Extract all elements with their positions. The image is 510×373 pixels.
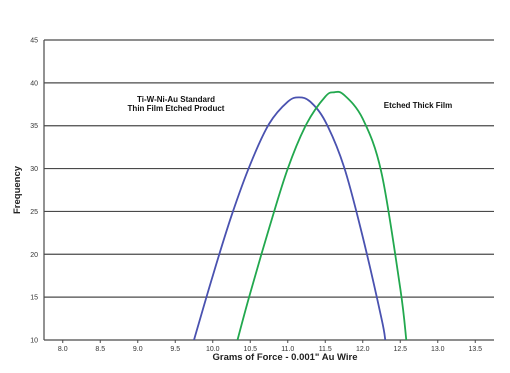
grid-layer xyxy=(43,39,494,343)
x-tick-label: 10.0 xyxy=(206,346,220,353)
y-tick-label: 35 xyxy=(30,123,38,130)
y-tick-label: 15 xyxy=(30,295,38,302)
thin-film-annotation-line: Ti-W-Ni-Au Standard xyxy=(137,95,215,104)
y-tick-label: 25 xyxy=(30,209,38,216)
y-axis-title: Frequency xyxy=(12,165,23,214)
y-tick-label: 20 xyxy=(30,252,38,259)
x-tick-label: 12.5 xyxy=(393,346,407,353)
thick-film-annotation-line: Etched Thick Film xyxy=(384,101,452,110)
x-tick-label: 13.5 xyxy=(468,346,482,353)
y-tick-label: 40 xyxy=(30,80,38,87)
thick-film-series-line xyxy=(236,90,408,340)
x-tick-label: 9.0 xyxy=(133,346,143,353)
x-tick-label: 9.5 xyxy=(170,346,180,353)
x-axis-title: Grams of Force - 0.001" Au Wire xyxy=(212,352,357,363)
y-tick-label: 10 xyxy=(30,338,38,345)
y-tick-label: 30 xyxy=(30,166,38,173)
y-tick-label: 45 xyxy=(30,38,38,45)
x-tick-label: 13.0 xyxy=(431,346,445,353)
x-tick-label: 11.0 xyxy=(281,346,294,353)
thin-film-series-line xyxy=(193,96,387,340)
x-tick-label: 11.5 xyxy=(319,346,332,353)
x-tick-label: 10.5 xyxy=(243,346,257,353)
tick-layer: 10 15 20 25 30 35 40 45 8.0 8.5 9.0 9.5 10.0 10.5 11.0… xyxy=(30,38,482,354)
x-tick-label: 12.0 xyxy=(356,346,370,353)
x-tick-label: 8.0 xyxy=(58,346,68,353)
series-layer xyxy=(193,90,408,340)
x-tick-label: 8.5 xyxy=(95,346,105,353)
thin-film-annotation-line: Thin Film Etched Product xyxy=(128,104,225,113)
